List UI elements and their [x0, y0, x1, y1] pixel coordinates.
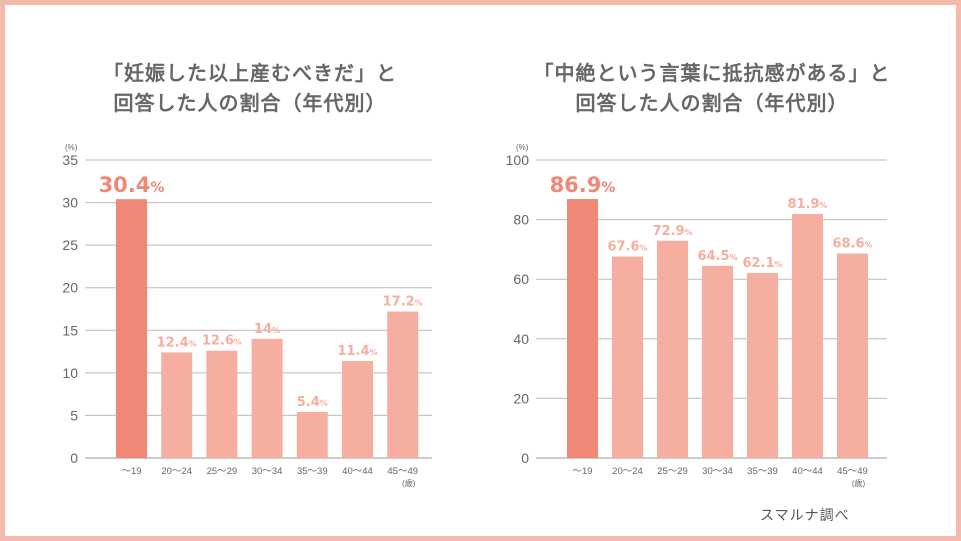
chart2-category-label: 40〜44 — [792, 466, 823, 477]
chart2-value-label: 68.6% — [832, 237, 872, 252]
chart1-category-label: 〜19 — [121, 466, 141, 477]
chart2-title: 「中絶という言葉に抵抗感がある」と 回答した人の割合（年代別） — [502, 58, 922, 118]
chart2-bar — [657, 240, 688, 458]
chart1-category-label: 20〜24 — [161, 466, 192, 477]
chart1-title-line1: 「妊娠した以上産むべきだ」と — [103, 61, 397, 85]
chart1-bar — [251, 338, 283, 458]
chart1-ytick-label: 10 — [62, 365, 78, 381]
chart2-unit-label: (%) — [516, 143, 529, 152]
chart2-bar — [702, 265, 733, 458]
chart1-value-label: 12.4% — [157, 335, 197, 350]
chart2-ytick-label: 80 — [513, 212, 529, 228]
chart1-bar — [206, 350, 238, 458]
chart2-value-label: 67.6% — [607, 240, 647, 255]
chart1-bar — [161, 352, 193, 458]
chart1-category-label: 35〜39 — [297, 466, 328, 477]
chart2-ytick-label: 40 — [513, 331, 529, 347]
chart2-title-line2: 回答した人の割合（年代別） — [575, 91, 849, 115]
chart2-value-label: 81.9% — [787, 197, 827, 212]
chart2-category-label: 20〜24 — [612, 466, 643, 477]
chart2-x-unit-label: (歳) — [852, 478, 866, 488]
chart2-category-label: 25〜29 — [657, 466, 688, 477]
chart1-unit-label: (%) — [65, 143, 78, 152]
chart1-ytick-label: 25 — [62, 237, 78, 253]
chart2-title-line1: 「中絶という言葉に抵抗感がある」と — [533, 61, 891, 85]
chart1-value-label: 17.2% — [383, 295, 423, 310]
chart1-ytick-label: 30 — [62, 195, 78, 211]
chart2-bar — [837, 253, 868, 458]
chart1-value-label: 30.4% — [99, 173, 165, 197]
chart2-value-label: 86.9% — [550, 173, 616, 197]
chart1-bar — [342, 360, 373, 458]
chart1-ytick-label: 0 — [70, 450, 78, 466]
chart2-bar — [612, 256, 643, 458]
chart2-ytick-label: 60 — [513, 271, 529, 287]
chart1-ytick-label: 15 — [62, 322, 78, 338]
chart2-ytick-label: 100 — [506, 152, 530, 168]
chart1-value-label: 12.6% — [202, 334, 242, 349]
chart2-category-label: 30〜34 — [702, 466, 733, 477]
chart2-bar — [747, 272, 778, 458]
chart2-value-label: 64.5% — [697, 249, 737, 264]
chart1-value-label: 11.4% — [337, 344, 377, 359]
chart2-value-label: 72.9% — [652, 224, 692, 239]
chart1-value-label: 5.4% — [297, 395, 328, 410]
chart1-category-label: 30〜34 — [252, 466, 283, 477]
chart1-category-label: 45〜49 — [387, 466, 418, 477]
chart1-value-label: 14% — [254, 322, 280, 337]
chart2-category-label: 〜19 — [572, 466, 592, 477]
chart1-ytick-label: 5 — [70, 407, 78, 423]
chart2-value-label: 62.1% — [742, 256, 782, 271]
chart1-ytick-label: 35 — [62, 152, 78, 168]
chart2-category-label: 35〜39 — [747, 466, 778, 477]
chart1-bar — [116, 199, 147, 458]
chart1-category-label: 40〜44 — [342, 466, 373, 477]
chart2-bar — [567, 199, 598, 458]
chart1-bar — [296, 412, 328, 458]
chart1-x-unit-label: (歳) — [402, 478, 416, 488]
chart1-title: 「妊娠した以上産むべきだ」と 回答した人の割合（年代別） — [40, 58, 460, 118]
chart2-category-label: 45〜49 — [837, 466, 868, 477]
chart1-title-line2: 回答した人の割合（年代別） — [113, 91, 387, 115]
source-credit: スマルナ調べ — [760, 508, 850, 524]
chart1-ytick-label: 20 — [62, 280, 78, 296]
chart1-category-label: 25〜29 — [207, 466, 238, 477]
chart2-ytick-label: 20 — [513, 390, 529, 406]
chart2-ytick-label: 0 — [521, 450, 529, 466]
chart2-bar — [792, 213, 823, 458]
chart1-bar — [387, 311, 419, 458]
